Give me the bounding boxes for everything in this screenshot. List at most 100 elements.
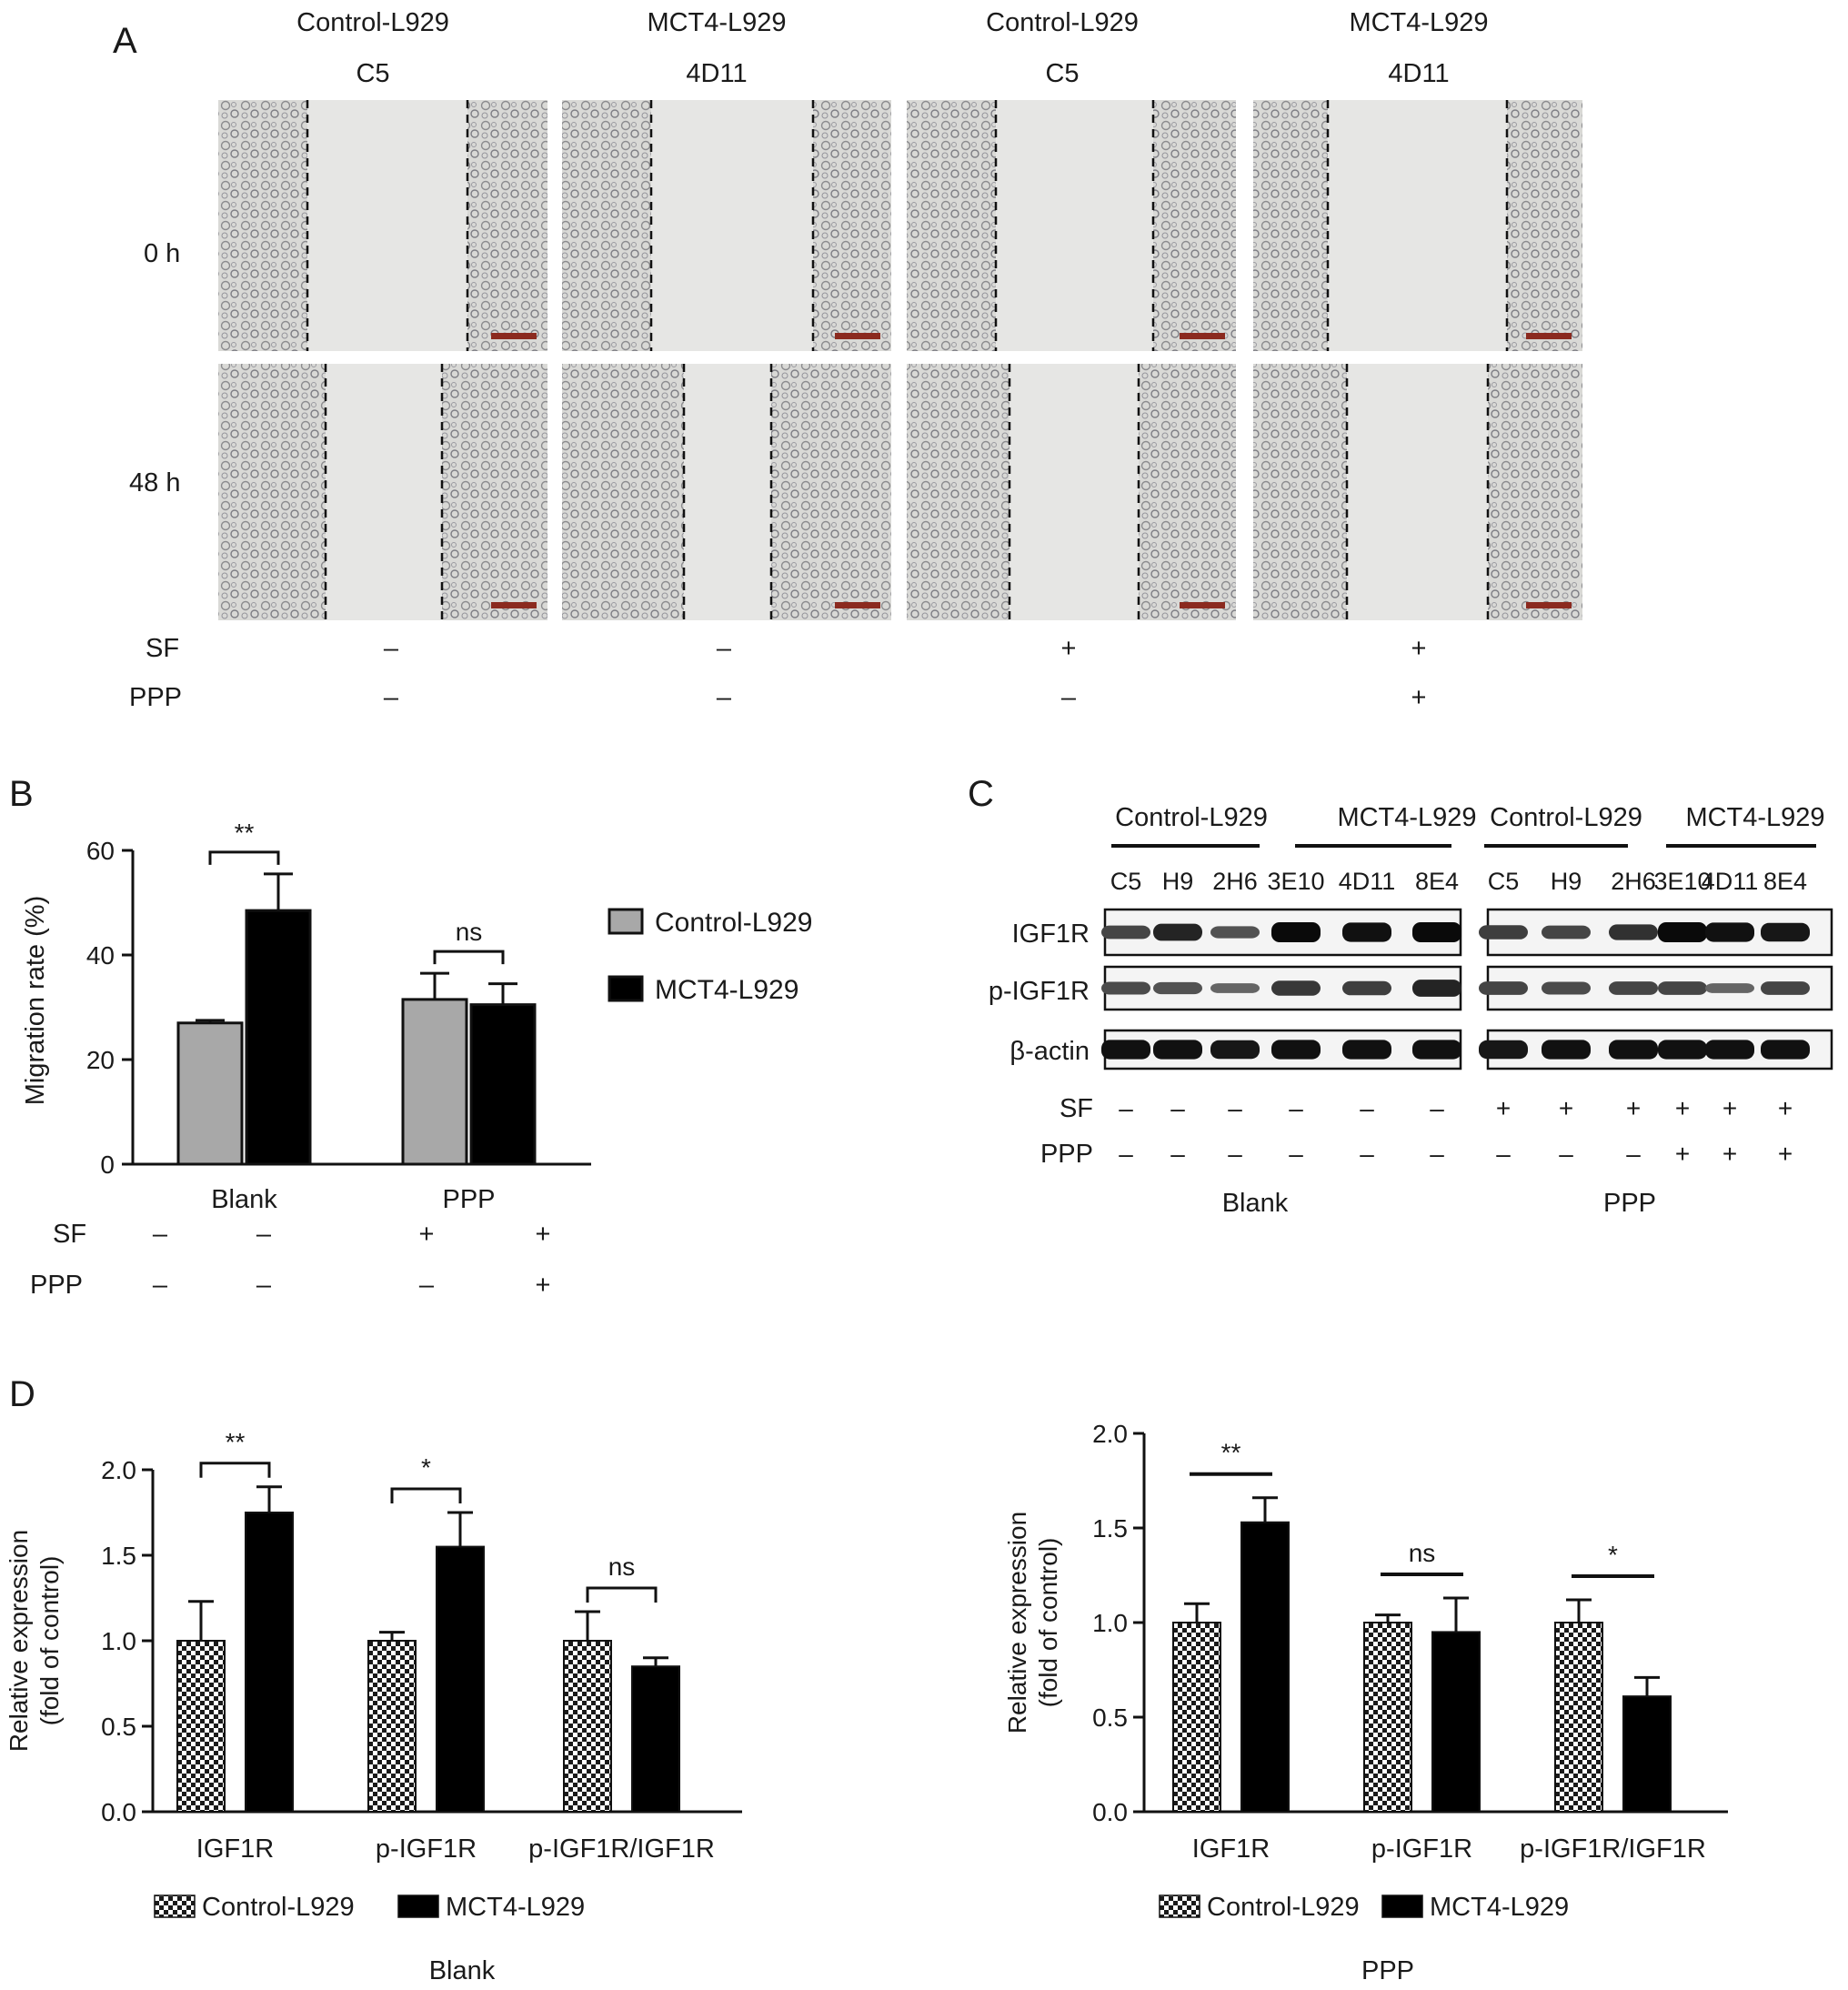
blot-band bbox=[1658, 922, 1707, 942]
panel-label-c: C bbox=[968, 774, 994, 814]
y-tick-label: 2.0 bbox=[101, 1456, 136, 1484]
lane-label: 2H6 bbox=[1611, 868, 1656, 895]
micrograph-0-1 bbox=[562, 100, 891, 351]
panel-label-a: A bbox=[113, 21, 137, 61]
panel-a-treatment-sign: + bbox=[1411, 683, 1427, 712]
x-category-label: IGF1R bbox=[196, 1834, 274, 1864]
section-label: Blank bbox=[1222, 1189, 1289, 1218]
ppp-sign: + bbox=[1722, 1140, 1737, 1168]
blot-row-label: p-IGF1R bbox=[989, 977, 1090, 1006]
blot-band bbox=[1479, 1040, 1528, 1060]
blot-group-title: Control-L929 bbox=[1490, 803, 1642, 832]
lane-label: H9 bbox=[1551, 868, 1582, 895]
y-axis-label-line: (fold of control) bbox=[35, 1556, 64, 1726]
panel-c-western-blot: Control-L929 MCT4-L929 Control-L929 MCT4-L9… bbox=[989, 803, 1833, 1218]
panel-a-treatment-sign: – bbox=[1061, 683, 1077, 712]
ppp-sign: + bbox=[1778, 1140, 1793, 1168]
y-tick-label: 1.5 bbox=[101, 1542, 136, 1570]
y-tick-label: 1.0 bbox=[101, 1627, 136, 1655]
micrograph-0-2 bbox=[907, 100, 1236, 351]
x-category-label: p-IGF1R/IGF1R bbox=[528, 1834, 715, 1864]
treatment-row-label: SF bbox=[53, 1220, 86, 1249]
bar-Control-L929 bbox=[176, 1640, 226, 1813]
sf-sign: + bbox=[1559, 1094, 1573, 1122]
blot-band bbox=[1412, 1040, 1461, 1060]
panel-a-row-label: 48 h bbox=[129, 468, 180, 498]
y-tick-label: 0.5 bbox=[1092, 1704, 1128, 1732]
scratch-gap bbox=[307, 100, 467, 351]
bar-MCT4-L929 bbox=[245, 909, 312, 1166]
scale-bar bbox=[1526, 602, 1572, 608]
ppp-sign: – bbox=[1430, 1140, 1444, 1168]
panel-a-ppp-label: PPP bbox=[129, 683, 182, 712]
panel-a-sf-label: SF bbox=[146, 634, 179, 663]
blot-band bbox=[1153, 981, 1202, 995]
micrograph-1-1 bbox=[562, 364, 891, 620]
y-axis-label: Relative expression (fold of control) bbox=[5, 1530, 64, 1752]
blot-band bbox=[1479, 925, 1528, 940]
scratch-gap bbox=[651, 100, 813, 351]
panel-a-group-title: MCT4-L929 bbox=[647, 8, 786, 37]
scale-bar bbox=[491, 602, 537, 608]
blot-band bbox=[1153, 923, 1202, 941]
x-category-label: Blank bbox=[211, 1185, 277, 1214]
ppp-sign: – bbox=[1559, 1140, 1573, 1168]
significance-label: ns bbox=[1409, 1539, 1436, 1567]
bar-MCT4-L929 bbox=[469, 1003, 537, 1166]
blot-band bbox=[1705, 1040, 1754, 1060]
legend-swatch bbox=[608, 975, 644, 1002]
legend-label: MCT4-L929 bbox=[1430, 1893, 1569, 1922]
ppp-sign: – bbox=[1119, 1140, 1133, 1168]
y-tick-label: 20 bbox=[86, 1046, 115, 1074]
y-tick-label: 0.5 bbox=[101, 1713, 136, 1741]
panel-a-group-title: MCT4-L929 bbox=[1349, 8, 1488, 37]
bar-MCT4-L929 bbox=[1240, 1521, 1290, 1813]
bar-MCT4-L929 bbox=[436, 1545, 485, 1813]
section-label: PPP bbox=[1603, 1189, 1656, 1218]
scale-bar bbox=[1180, 333, 1225, 339]
panel-a-clone-label: 4D11 bbox=[686, 59, 747, 88]
bar-MCT4-L929 bbox=[245, 1512, 294, 1813]
treatment-sign: + bbox=[419, 1220, 435, 1249]
panel-a-group-title: Control-L929 bbox=[296, 8, 449, 37]
scale-bar bbox=[835, 333, 880, 339]
scale-bar bbox=[835, 602, 880, 608]
micrograph-0-3 bbox=[1253, 100, 1582, 351]
legend-label: MCT4-L929 bbox=[446, 1893, 585, 1922]
sf-sign: + bbox=[1722, 1094, 1737, 1122]
legend-label: Control-L929 bbox=[202, 1893, 355, 1922]
scale-bar bbox=[1526, 333, 1572, 339]
blot-band bbox=[1342, 1040, 1391, 1060]
bar-Control-L929 bbox=[1554, 1622, 1603, 1813]
treatment-row-label: PPP bbox=[30, 1271, 83, 1300]
treatment-sign: + bbox=[536, 1271, 551, 1300]
scratch-gap bbox=[326, 364, 442, 620]
blot-band bbox=[1609, 981, 1658, 995]
lane-label: 3E10 bbox=[1653, 868, 1711, 895]
blot-group-title: MCT4-L929 bbox=[1337, 803, 1476, 832]
bar-MCT4-L929 bbox=[1431, 1631, 1481, 1814]
y-axis-label-line: Relative expression bbox=[5, 1530, 33, 1752]
y-tick-label: 2.0 bbox=[1092, 1420, 1128, 1448]
blot-band bbox=[1761, 981, 1810, 995]
significance-label: ns bbox=[608, 1553, 636, 1581]
significance-bracket bbox=[208, 850, 280, 865]
scratch-gap bbox=[996, 100, 1153, 351]
micrograph-grid bbox=[218, 100, 1582, 620]
x-category-label: p-IGF1R/IGF1R bbox=[1520, 1834, 1706, 1864]
blot-band bbox=[1658, 981, 1707, 995]
ppp-sign: – bbox=[1289, 1140, 1303, 1168]
lane-label: 3E10 bbox=[1267, 868, 1324, 895]
significance-label: ** bbox=[235, 819, 255, 847]
y-tick-label: 1.0 bbox=[1092, 1609, 1128, 1637]
panel-a-group-title: Control-L929 bbox=[986, 8, 1139, 37]
sf-sign: – bbox=[1430, 1094, 1444, 1122]
blot-band bbox=[1705, 922, 1754, 942]
panel-a-treatment-sign: – bbox=[717, 683, 732, 712]
treatment-sign: – bbox=[256, 1271, 272, 1300]
blot-band bbox=[1412, 980, 1461, 997]
blot-band bbox=[1271, 1040, 1321, 1060]
legend-swatch bbox=[397, 1895, 439, 1918]
